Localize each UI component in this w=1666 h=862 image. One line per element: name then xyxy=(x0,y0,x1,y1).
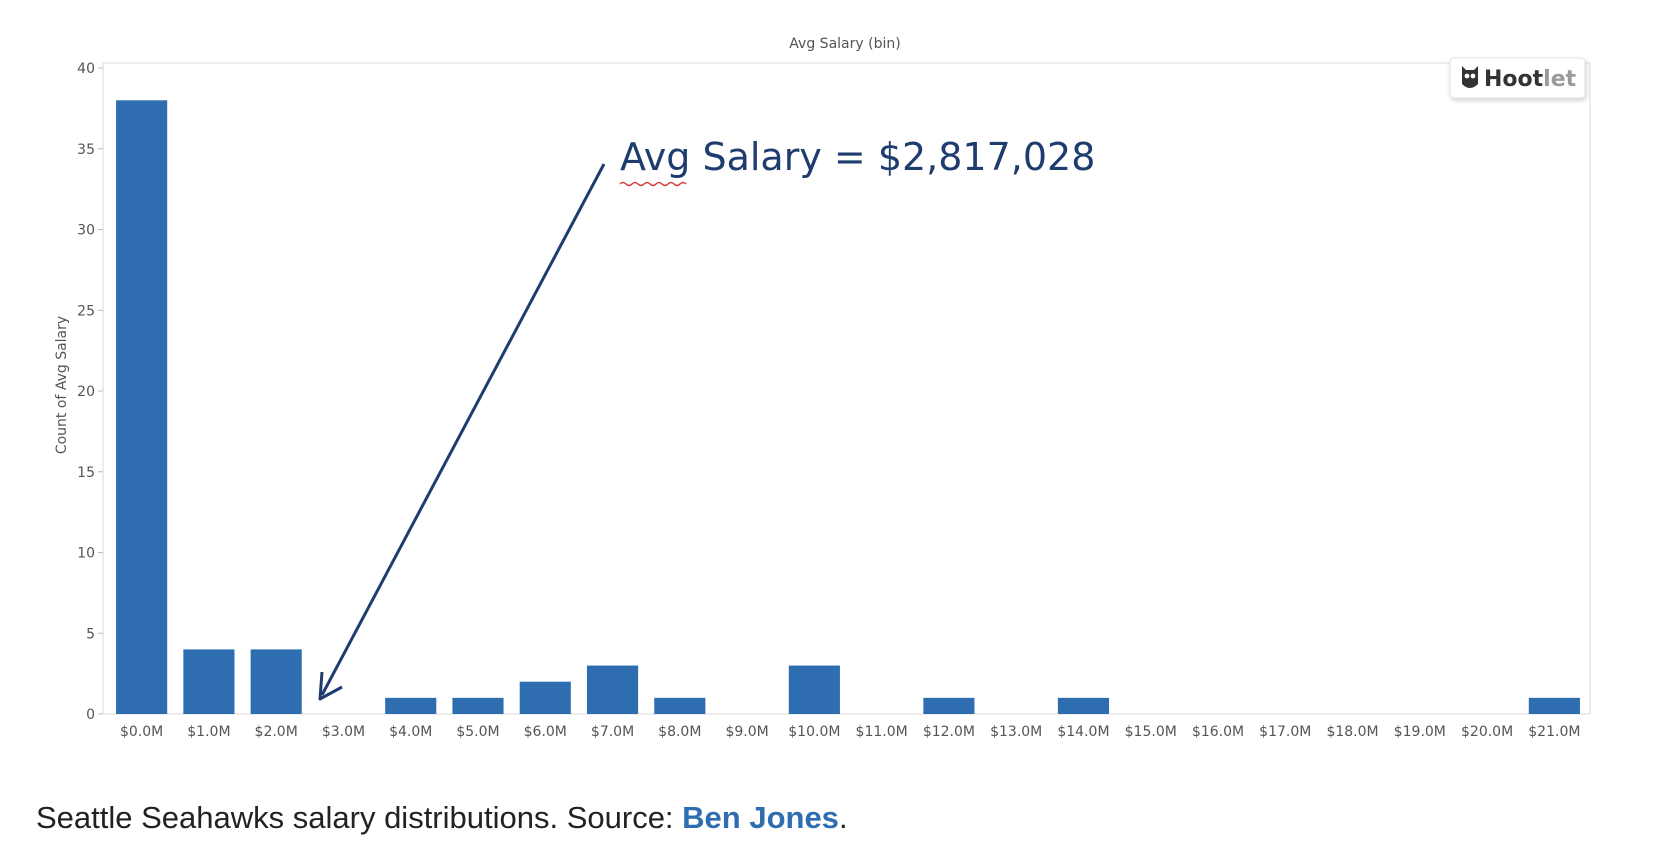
x-tick-label: $14.0M xyxy=(1057,724,1109,740)
bar xyxy=(1057,697,1110,714)
x-tick-label: $6.0M xyxy=(524,724,567,740)
x-tick-label: $17.0M xyxy=(1259,724,1311,740)
y-tick-label: 20 xyxy=(77,384,95,400)
bar xyxy=(519,681,571,714)
y-tick-label: 5 xyxy=(86,626,95,642)
caption-end: . xyxy=(838,800,848,835)
source-link[interactable]: Ben Jones xyxy=(682,800,839,835)
spellcheck-underline xyxy=(619,181,687,187)
y-tick-label: 30 xyxy=(77,223,95,239)
bar xyxy=(923,697,975,714)
x-tick-label: $11.0M xyxy=(856,724,908,740)
salary-histogram: Avg Salary (bin) Count of Avg Salary 0 5 1… xyxy=(54,36,1591,740)
plot-area xyxy=(102,62,1591,715)
bar xyxy=(452,697,504,714)
figure-caption: Seattle Seahawks salary distributions. S… xyxy=(36,800,848,836)
x-tick-label: $0.0M xyxy=(120,724,163,740)
y-axis: 0 5 10 15 20 25 30 35 40 xyxy=(77,61,103,723)
x-tick-label: $12.0M xyxy=(923,724,975,740)
chart-title: Avg Salary (bin) xyxy=(789,36,900,52)
bars xyxy=(116,100,1580,715)
x-tick-label: $1.0M xyxy=(187,724,230,740)
watermark-text: Hootlet xyxy=(1484,67,1577,92)
y-tick-label: 25 xyxy=(77,303,95,319)
y-tick-label: 15 xyxy=(77,465,95,481)
bar xyxy=(116,100,168,715)
x-axis: $0.0M $1.0M $2.0M $3.0M $4.0M $5.0M $6.0M $7.0M… xyxy=(120,724,1580,740)
x-tick-label: $20.0M xyxy=(1461,724,1513,740)
annotation-text: Avg Salary = $2,817,028 xyxy=(620,135,1095,179)
x-tick-label: $9.0M xyxy=(725,724,768,740)
x-tick-label: $7.0M xyxy=(591,724,634,740)
x-tick-label: $4.0M xyxy=(389,724,432,740)
bar xyxy=(654,697,706,714)
x-tick-label: $8.0M xyxy=(658,724,701,740)
y-tick-label: 40 xyxy=(77,61,95,77)
y-tick-label: 0 xyxy=(86,707,95,723)
x-tick-label: $10.0M xyxy=(788,724,840,740)
owl-icon xyxy=(1462,66,1478,88)
y-tick-label: 35 xyxy=(77,142,95,158)
x-tick-label: $18.0M xyxy=(1326,724,1378,740)
bar xyxy=(1528,697,1580,714)
x-tick-label: $5.0M xyxy=(456,724,499,740)
y-axis-label: Count of Avg Salary xyxy=(54,316,70,454)
x-tick-label: $15.0M xyxy=(1125,724,1177,740)
x-tick-label: $16.0M xyxy=(1192,724,1244,740)
y-tick-label: 10 xyxy=(77,546,95,562)
bar xyxy=(788,665,840,714)
bar xyxy=(250,649,302,714)
annotation-arrow xyxy=(318,163,606,701)
x-tick-label: $21.0M xyxy=(1528,724,1580,740)
x-tick-label: $3.0M xyxy=(322,724,365,740)
x-tick-label: $19.0M xyxy=(1394,724,1446,740)
bar xyxy=(385,697,437,714)
x-tick-label: $2.0M xyxy=(255,724,298,740)
bar xyxy=(586,665,639,714)
bar xyxy=(183,649,235,714)
x-tick-label: $13.0M xyxy=(990,724,1042,740)
caption-text: Seattle Seahawks salary distributions. S… xyxy=(36,800,683,835)
hootlet-watermark: Hootlet xyxy=(1449,57,1586,99)
